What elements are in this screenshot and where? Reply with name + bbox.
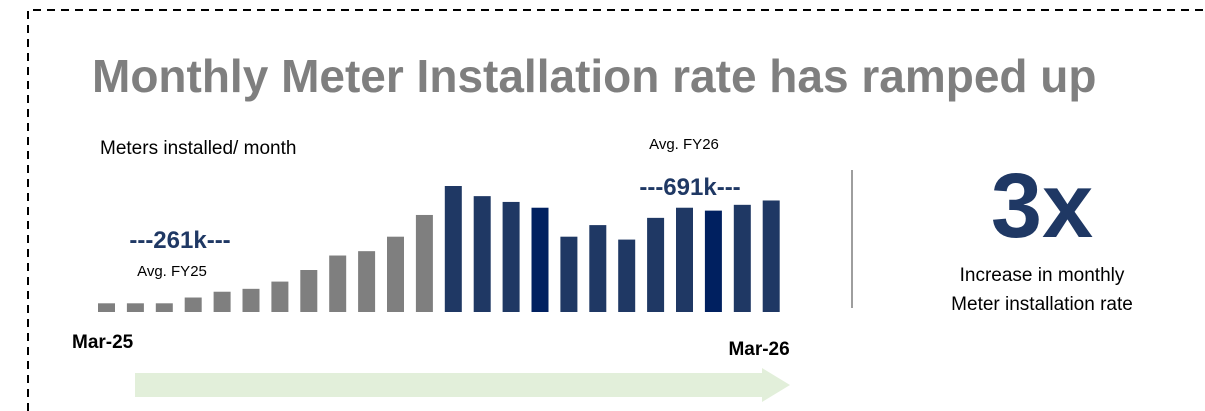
bar [473,196,491,312]
bar [213,291,231,312]
bar [358,251,376,312]
bar [762,200,780,312]
timeline-arrow [135,368,790,402]
subtitle: Meters installed/ month [100,138,296,159]
bar [387,236,404,312]
fy25-average: ---261k--- [129,227,230,254]
fy26-average: ---691k--- [639,174,740,201]
fy25-label: Avg. FY25 [137,263,207,280]
bar [271,281,289,312]
bar [647,217,665,312]
bar [98,303,115,312]
x-tick-label: Mar-26 [728,339,789,360]
fy26-label: Avg. FY26 [649,136,719,153]
bar [242,288,260,312]
bar [676,207,693,312]
x-tick-label: Mar-25 [72,332,134,353]
multiple-caption: Meter installation rate [951,294,1133,315]
bar [155,303,173,312]
bar [560,236,578,312]
dashed-frame [27,9,1205,411]
bar [502,201,520,312]
bar [300,270,318,312]
bar [444,186,462,312]
bar [589,225,607,312]
bar [126,303,144,312]
chart-title: Monthly Meter Installation rate has ramp… [92,50,1097,102]
bar [184,297,202,312]
bar [704,210,722,312]
bar [531,207,549,312]
bar [415,214,433,312]
bar [618,239,636,312]
bar [329,255,347,312]
bar [733,204,751,312]
multiple: 3x [991,155,1093,257]
multiple-caption: Increase in monthly [960,265,1125,286]
